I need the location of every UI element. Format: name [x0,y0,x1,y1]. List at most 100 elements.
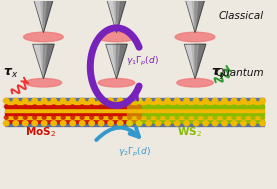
Circle shape [128,105,132,108]
Polygon shape [40,0,47,33]
Circle shape [222,121,227,126]
Text: Classical: Classical [219,11,264,21]
Polygon shape [113,0,120,33]
Circle shape [23,105,27,108]
Circle shape [4,105,8,108]
Circle shape [203,121,208,126]
Bar [5,101,127,104]
Polygon shape [113,44,120,79]
Circle shape [223,116,227,119]
Polygon shape [32,0,43,33]
Bar [142,101,264,104]
Circle shape [261,105,265,108]
Circle shape [118,105,122,108]
Circle shape [3,121,9,126]
Circle shape [212,121,218,126]
Circle shape [109,116,112,119]
Polygon shape [195,0,206,33]
Circle shape [174,98,180,103]
Circle shape [61,105,65,108]
Bar [142,112,264,115]
Circle shape [89,98,94,103]
Circle shape [60,98,66,103]
Circle shape [241,121,246,126]
Bar [127,120,142,123]
Circle shape [165,98,170,103]
Circle shape [89,121,94,126]
Circle shape [71,116,75,119]
Circle shape [223,105,227,108]
Circle shape [108,98,113,103]
Circle shape [166,116,170,119]
Circle shape [137,116,141,119]
Circle shape [156,105,160,108]
Circle shape [242,116,245,119]
Circle shape [174,121,180,126]
Circle shape [185,116,189,119]
Polygon shape [184,0,195,33]
Text: Quantum: Quantum [215,68,264,78]
Bar [142,120,264,123]
Polygon shape [192,44,198,79]
Ellipse shape [175,32,215,42]
Circle shape [156,116,160,119]
Polygon shape [106,44,116,79]
Circle shape [3,98,9,103]
Circle shape [260,121,265,126]
Circle shape [137,105,141,108]
Circle shape [80,116,84,119]
Text: MoS$_2$: MoS$_2$ [25,125,56,139]
Polygon shape [192,0,198,33]
Circle shape [90,116,94,119]
Polygon shape [116,0,128,33]
Polygon shape [40,44,47,79]
Circle shape [32,98,37,103]
Circle shape [52,105,56,108]
Circle shape [70,121,75,126]
Circle shape [204,116,207,119]
Circle shape [251,116,255,119]
Circle shape [32,121,37,126]
Polygon shape [43,44,54,79]
Circle shape [98,121,104,126]
Circle shape [232,105,236,108]
Circle shape [204,105,207,108]
Circle shape [193,98,199,103]
Circle shape [42,98,47,103]
Circle shape [146,98,151,103]
Circle shape [61,116,65,119]
Polygon shape [116,44,127,79]
Polygon shape [105,0,116,33]
Circle shape [23,116,27,119]
Bar [142,116,264,119]
Ellipse shape [177,78,213,87]
Ellipse shape [25,78,61,87]
Ellipse shape [97,32,136,42]
Circle shape [60,121,66,126]
Circle shape [4,116,8,119]
Circle shape [22,121,28,126]
Circle shape [166,105,170,108]
Circle shape [108,121,113,126]
Circle shape [79,121,85,126]
Circle shape [98,98,104,103]
Polygon shape [33,44,43,79]
Circle shape [79,98,85,103]
Circle shape [136,121,142,126]
Circle shape [250,98,256,103]
Circle shape [136,98,142,103]
Circle shape [185,105,189,108]
Circle shape [127,98,132,103]
Circle shape [213,116,217,119]
Circle shape [184,121,189,126]
Circle shape [231,121,237,126]
Circle shape [117,98,123,103]
Circle shape [241,98,246,103]
Circle shape [13,121,19,126]
Bar [127,116,142,119]
Polygon shape [184,44,195,79]
Circle shape [155,98,161,103]
Text: $\gamma_2\Gamma_p(d)$: $\gamma_2\Gamma_p(d)$ [118,146,151,159]
Circle shape [212,98,218,103]
Circle shape [155,121,161,126]
